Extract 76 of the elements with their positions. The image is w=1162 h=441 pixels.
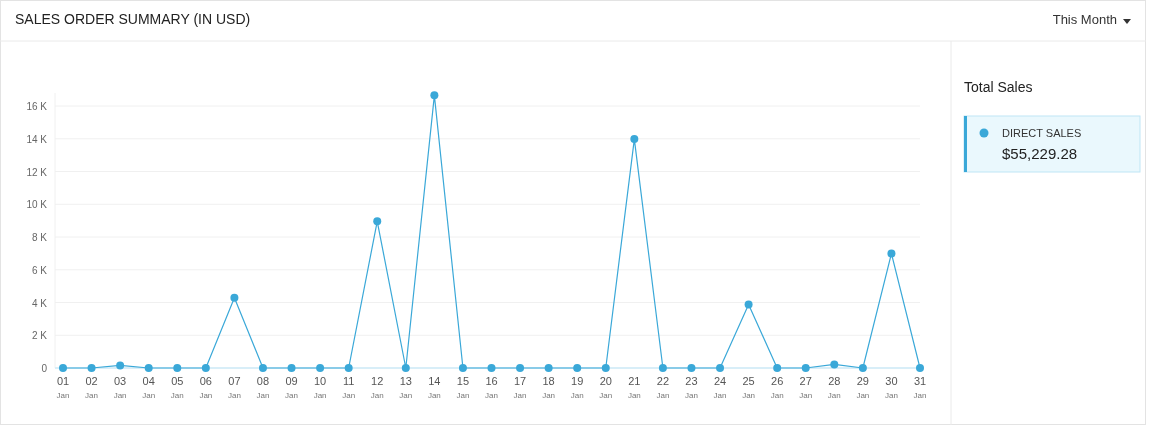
x-tick-label: 27 Jan — [799, 375, 813, 400]
x-tick-label: 14 Jan — [427, 375, 441, 400]
x-tick-label: 06 Jan — [199, 375, 213, 400]
x-tick-label: 01 Jan — [56, 375, 70, 400]
point — [630, 135, 639, 144]
x-tick-label: 20 Jan — [599, 375, 613, 400]
legend-label: DIRECT SALES — [1002, 127, 1082, 139]
text: This Month — [1052, 12, 1117, 27]
x-tick-label: 21 Jan — [627, 375, 641, 400]
text: $55,229.28 — [1002, 145, 1078, 162]
point — [487, 364, 496, 372]
y-tick-label: 16 K — [26, 101, 48, 112]
y-tick-label: 4 K — [31, 297, 48, 309]
point — [344, 364, 353, 372]
x-tick-label: 04 Jan — [142, 375, 156, 400]
x-tick-label: 12 Jan — [370, 375, 384, 400]
point — [287, 364, 296, 372]
x-tick-label: 23 Jan — [685, 375, 698, 400]
x-tick-label: 11 Jan — [342, 375, 356, 400]
point — [544, 364, 553, 372]
legend-title: Total Sales — [964, 79, 1033, 95]
x-tick-label: 15 Jan — [456, 375, 470, 400]
point — [716, 364, 725, 372]
x-tick-label: 05 Jan — [170, 375, 184, 400]
x-tick-label: 22 Jan — [656, 375, 670, 400]
x-tick-label: 07 Jan — [227, 375, 241, 400]
x-tick-label: 30 Jan — [884, 375, 898, 400]
point — [144, 364, 153, 372]
point — [59, 364, 67, 372]
y-tick-label: 12 K — [26, 166, 48, 178]
point — [658, 364, 667, 372]
point — [87, 364, 96, 372]
point — [116, 361, 125, 370]
point — [601, 364, 610, 372]
point — [830, 360, 839, 369]
y-tick-label: 2 K — [31, 330, 48, 342]
chart-title: SALES ORDER SUMMARY (IN USD) — [15, 11, 251, 27]
x-tick-label: 03 Jan — [113, 375, 127, 400]
x-tick-label: 16 Jan — [485, 375, 498, 400]
x-tick-label: 24 Jan — [713, 375, 727, 400]
point — [430, 91, 439, 100]
y-tick-label: 6 K — [31, 264, 48, 276]
x-tick-label: 29 Jan — [856, 375, 870, 400]
x-tick-label: 25 Jan — [742, 375, 756, 400]
point — [887, 249, 896, 258]
point — [744, 300, 753, 309]
point — [258, 364, 267, 372]
point — [916, 364, 924, 372]
x-tick-label: 09 Jan — [285, 375, 298, 400]
x-tick-label: 19 Jan — [570, 375, 584, 400]
x-tick-label: 31 Jan — [913, 375, 927, 400]
point — [773, 364, 782, 372]
x-tick-label: 02 Jan — [85, 375, 99, 400]
x-tick-label: 10 Jan — [313, 375, 327, 400]
point — [173, 364, 182, 372]
x-tick-label: 18 Jan — [542, 375, 556, 400]
x-tick-label: 13 Jan — [399, 375, 413, 400]
point — [573, 364, 582, 372]
point — [801, 364, 810, 372]
x-tick-label: 28 Jan — [827, 375, 841, 400]
point — [687, 364, 696, 372]
y-tick-label: 14 K — [26, 133, 48, 145]
point — [858, 364, 867, 372]
point — [201, 364, 210, 372]
point — [458, 364, 467, 372]
x-tick-label: 17 Jan — [513, 375, 527, 400]
x-tick-label: 08 Jan — [256, 375, 270, 400]
point — [373, 217, 382, 226]
y-tick-label: 0 — [41, 363, 48, 374]
point — [230, 293, 239, 302]
x-tick-label: 26 Jan — [770, 375, 784, 400]
point — [401, 364, 410, 372]
point — [516, 364, 525, 372]
y-tick-label: 8 K — [31, 232, 48, 243]
point — [316, 364, 325, 372]
y-tick-label: 10 K — [26, 199, 48, 211]
